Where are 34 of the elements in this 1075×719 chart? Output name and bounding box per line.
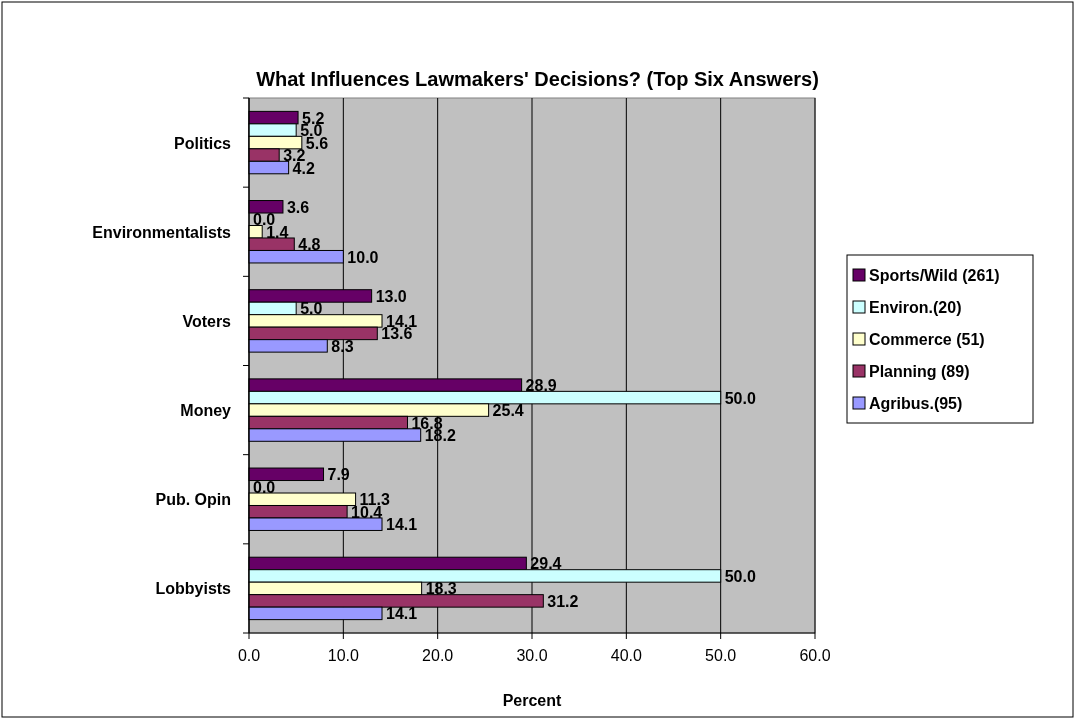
legend-label: Planning (89) (869, 363, 970, 380)
data-label: 28.9 (525, 377, 557, 395)
x-tick-label: 60.0 (799, 647, 831, 664)
legend-label: Environ.(20) (869, 299, 962, 316)
data-label: 50.0 (724, 389, 756, 407)
data-label: 50.0 (724, 567, 756, 585)
x-tick-label: 40.0 (610, 647, 643, 664)
data-label: 3.6 (286, 198, 310, 216)
y-tick-label: Voters (182, 312, 232, 330)
data-label: 10.0 (347, 248, 379, 266)
legend-label: Commerce (51) (869, 331, 985, 348)
x-tick-label: 30.0 (516, 647, 548, 664)
data-label: 0.0 (253, 478, 276, 496)
data-label: 13.0 (375, 287, 407, 305)
y-tick-label: Pub. Opin (155, 491, 231, 509)
y-tick-label: Lobbyists (155, 580, 232, 598)
x-tick-label: 50.0 (705, 647, 737, 664)
legend-label: Sports/Wild (261) (869, 267, 1000, 284)
data-label: 14.1 (386, 516, 418, 534)
data-label: 25.4 (492, 402, 524, 420)
y-tick-label: Environmentalists (92, 223, 232, 241)
data-label: 31.2 (547, 592, 579, 610)
data-label: 4.8 (298, 236, 321, 254)
y-tick-label: Politics (174, 134, 232, 152)
y-tick-label: Money (180, 402, 232, 420)
legend-label: Agribus.(95) (869, 395, 963, 412)
x-axis-title: Percent (502, 692, 563, 709)
x-tick-label: 20.0 (422, 647, 454, 664)
data-label: 5.0 (300, 300, 323, 318)
chart-title: What Influences Lawmakers' Decisions? (Top Six Answers) (256, 68, 819, 90)
x-tick-label: 0.0 (237, 647, 261, 664)
x-tick-label: 10.0 (327, 647, 360, 664)
data-label: 29.4 (530, 555, 562, 573)
data-label: 14.1 (386, 605, 418, 623)
